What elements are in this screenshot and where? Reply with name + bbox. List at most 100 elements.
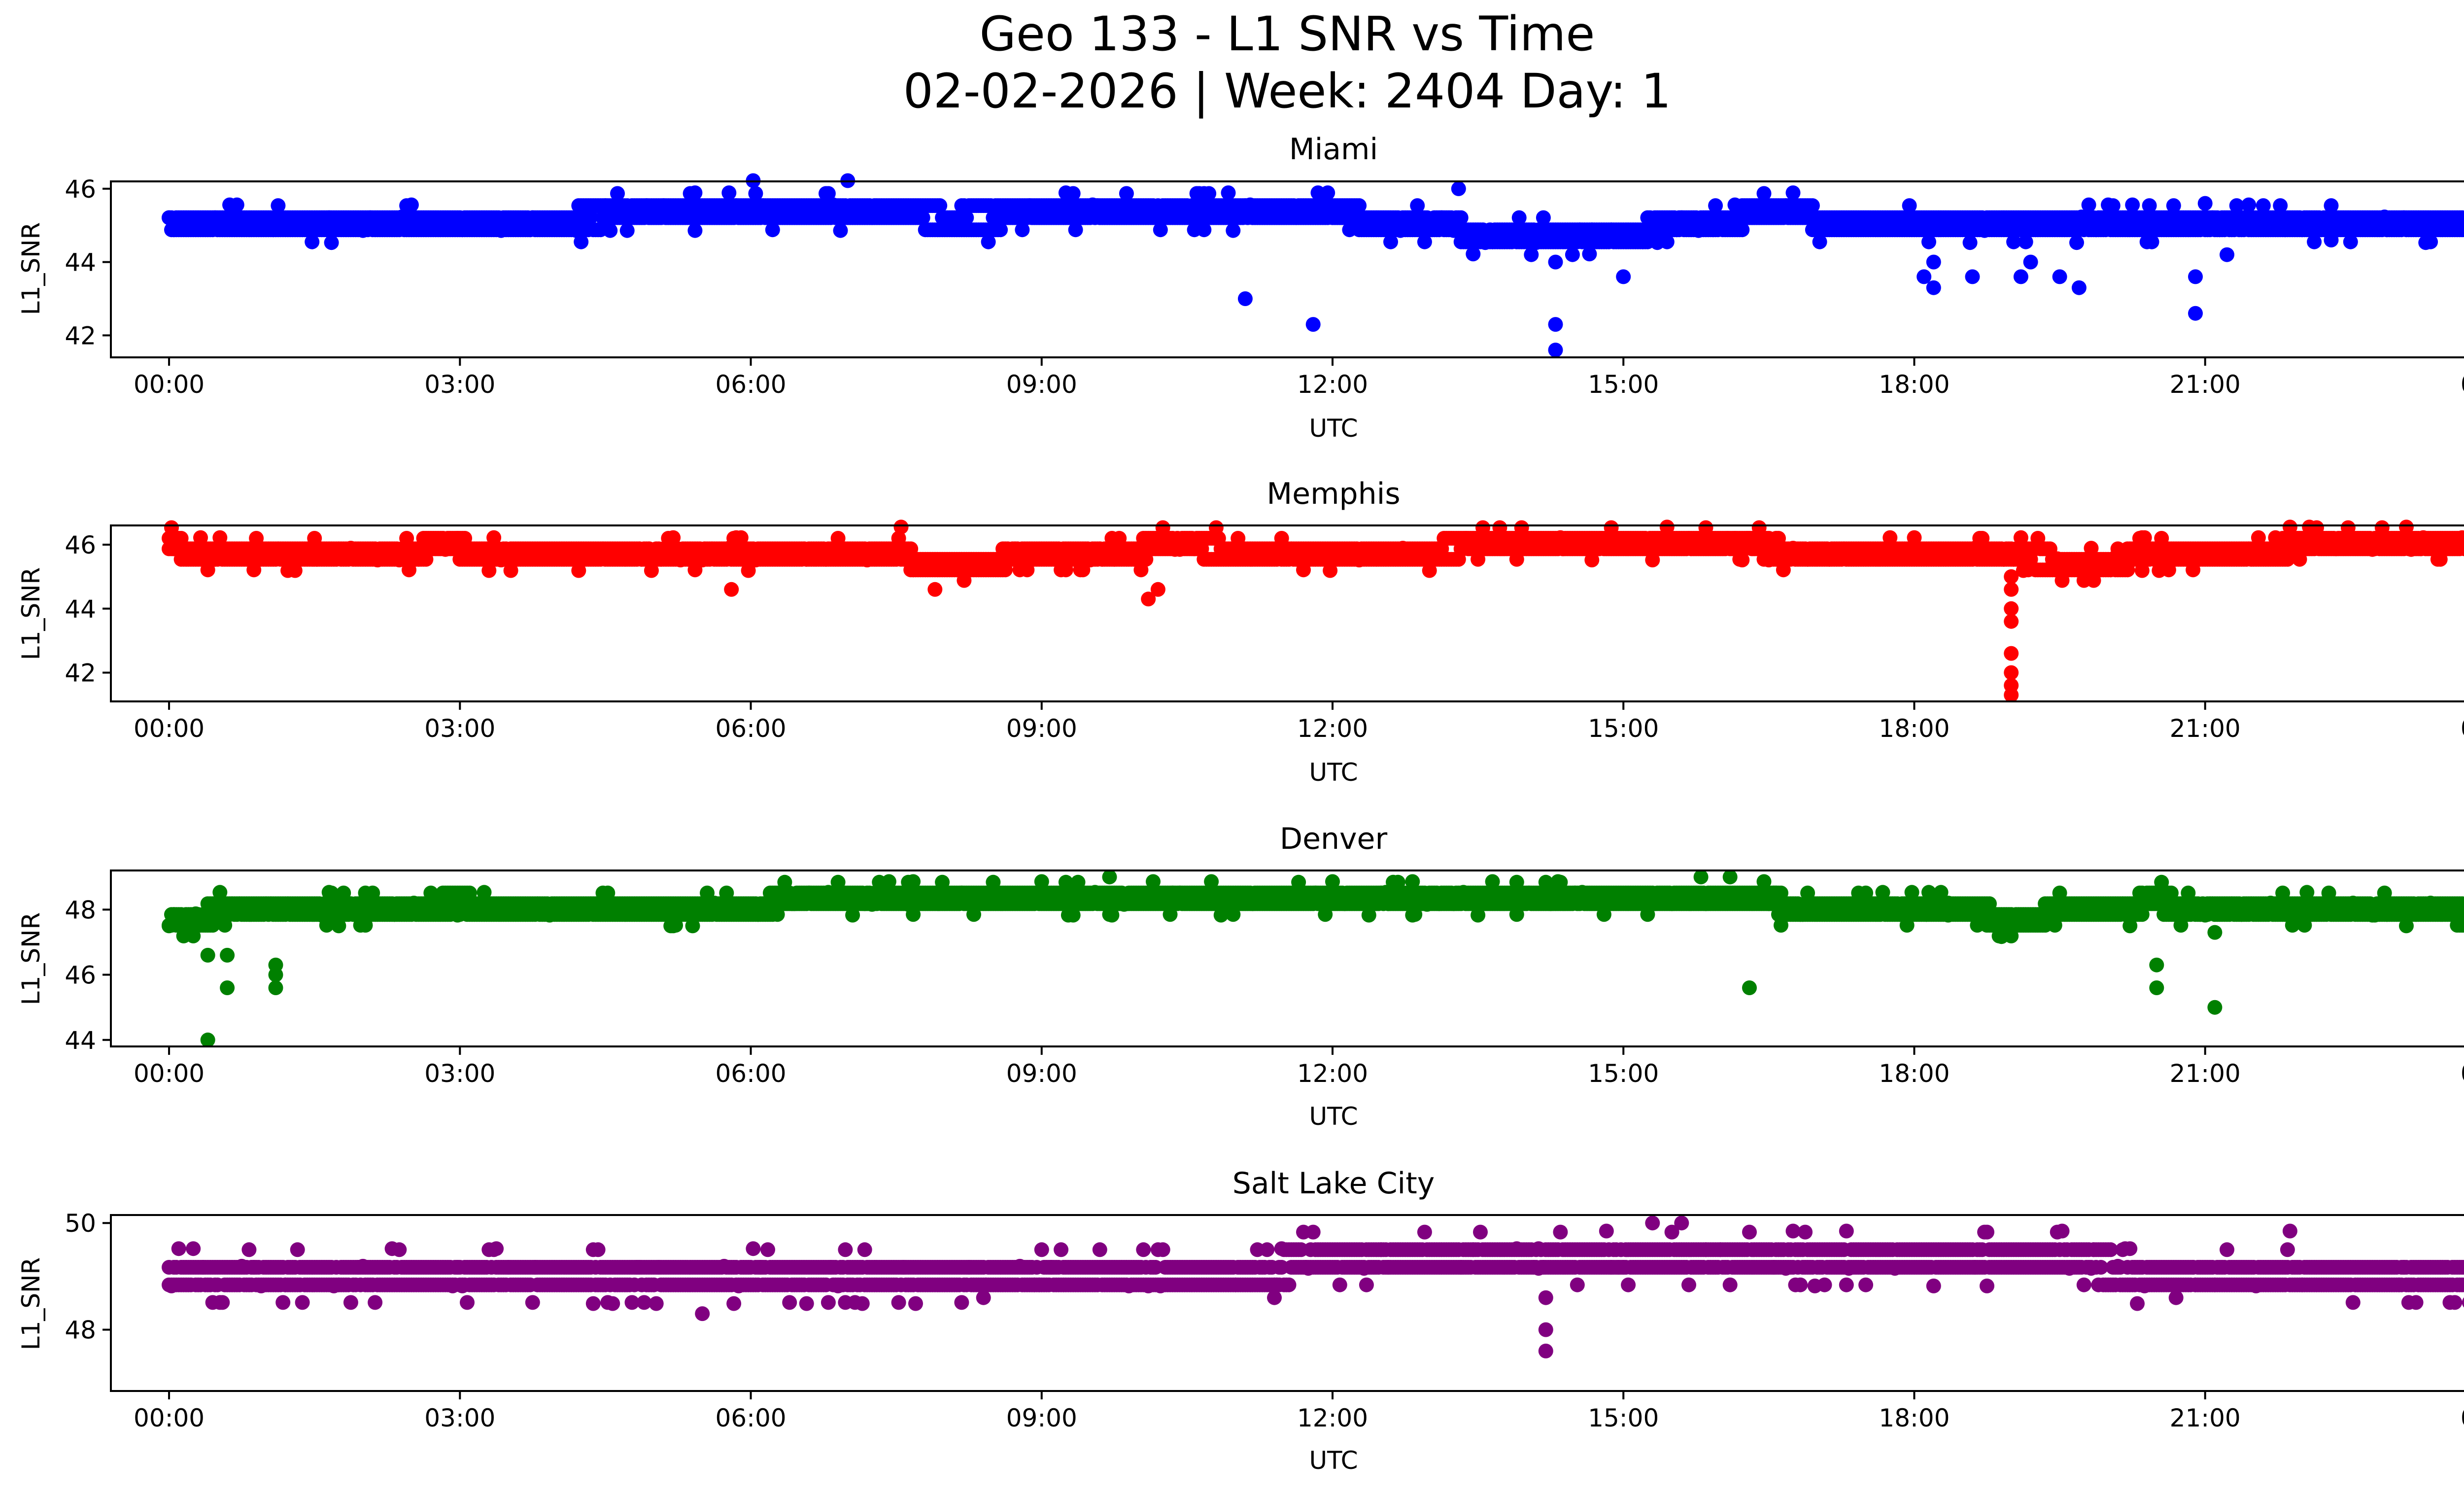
y-tick-label: 44 <box>65 248 96 277</box>
data-point <box>271 198 286 213</box>
data-point <box>2273 198 2288 213</box>
data-point <box>1921 234 1936 249</box>
data-point <box>1785 185 1801 201</box>
data-point <box>1068 222 1083 238</box>
outlier-point <box>1451 181 1466 196</box>
data-point <box>981 234 996 249</box>
outlier-point <box>1926 280 1941 295</box>
scatter-points <box>162 173 2464 358</box>
data-point <box>2105 198 2121 213</box>
outlier-point <box>2324 233 2339 247</box>
x-tick-label: 21:00 <box>2170 714 2241 743</box>
data-point <box>2018 234 2033 249</box>
data-point <box>2423 234 2438 249</box>
x-tick-label: 06:00 <box>715 714 786 743</box>
y-axis-label: L1_SNR <box>17 222 45 315</box>
x-axis-label: UTC <box>1309 1102 1358 1131</box>
data-point <box>1466 246 1481 262</box>
data-point <box>1708 198 1723 213</box>
outlier-point <box>1548 343 1563 358</box>
data-point <box>1735 222 1750 238</box>
data-point <box>959 210 974 225</box>
x-axis-label: UTC <box>1309 758 1358 787</box>
data-point <box>2125 197 2140 212</box>
x-tick-label: 00:00 <box>134 370 205 399</box>
data-point <box>1659 234 1675 249</box>
data-point <box>574 234 589 249</box>
data-point <box>833 223 848 238</box>
y-tick-label: 46 <box>65 531 96 559</box>
data-point <box>404 197 419 212</box>
data-point <box>1812 234 1827 249</box>
x-tick-label: 21:00 <box>2170 370 2241 399</box>
data-point <box>932 198 948 213</box>
data-point <box>1524 247 1539 262</box>
outlier-point <box>2004 601 2019 616</box>
x-tick-label: 15:00 <box>1588 714 1659 743</box>
outlier-point <box>2004 665 2019 680</box>
data-point <box>765 222 780 238</box>
outlier-point <box>1548 317 1563 332</box>
subplot-title: Denver <box>1280 822 1388 856</box>
outlier-point <box>2052 269 2067 284</box>
outlier-point <box>724 582 739 597</box>
outlier-point <box>2071 280 2087 295</box>
subplot-title: Memphis <box>1266 477 1400 511</box>
data-point <box>2462 212 2464 223</box>
x-tick-label: 00:00 <box>134 714 205 743</box>
data-point <box>1201 186 1217 201</box>
outlier-point <box>2004 646 2019 661</box>
outlier-point <box>1926 254 1941 270</box>
x-tick-label: 18:00 <box>1879 714 1950 743</box>
data-point <box>2081 197 2096 212</box>
x-tick-label: 09:00 <box>1006 370 1077 399</box>
outlier-point <box>1150 582 1165 597</box>
outlier-point <box>1548 254 1563 270</box>
data-point <box>2229 198 2244 213</box>
subplot-miami: Miami UTC L1_SNR 00:00 03:00 06:00 09:00 12:… <box>17 132 2464 443</box>
data-point <box>1153 222 1168 238</box>
x-tick-label: 03:00 <box>424 714 495 743</box>
data-point <box>1015 222 1030 238</box>
data-point <box>1119 186 1134 201</box>
x-tick-label: 18:00 <box>1879 370 1950 399</box>
outlier-point <box>2004 582 2019 597</box>
data-point <box>1221 185 1236 201</box>
x-tick-label: 06:00 <box>715 370 786 399</box>
y-tick-label: 42 <box>65 659 96 688</box>
data-point <box>1902 198 1917 213</box>
data-point <box>1805 198 1820 213</box>
data-point <box>2142 198 2157 213</box>
axis-ticks: 00:00 03:00 06:00 09:00 12:00 15:00 18:00 21:00… <box>65 175 2464 399</box>
data-point <box>287 563 303 578</box>
data-point <box>610 186 625 201</box>
data-point <box>821 186 836 201</box>
data-point <box>1197 222 1212 238</box>
y-tick-label: 46 <box>65 175 96 204</box>
data-point <box>324 235 339 250</box>
outlier-point <box>2013 269 2028 284</box>
data-point <box>2006 234 2021 249</box>
subplot-memphis: Memphis UTC L1_SNR 00:00 03:00 06:00 09:00 1… <box>17 477 2464 787</box>
outlier-point <box>927 582 943 597</box>
data-point <box>1582 246 1597 262</box>
outlier-point <box>2197 196 2213 211</box>
data-point <box>915 210 930 225</box>
data-point <box>1226 223 1241 238</box>
data-point <box>687 185 703 201</box>
outlier-point <box>1965 269 1980 284</box>
data-point <box>193 530 208 545</box>
data-point <box>893 520 909 535</box>
x-tick-label: 12:00 <box>1297 714 1368 743</box>
y-tick-label: 44 <box>65 595 96 624</box>
plot-frame <box>110 180 2464 358</box>
figure-title-line2: 02-02-2026 | Week: 2404 Day: 1 <box>903 64 1672 119</box>
y-axis-label: L1_SNR <box>17 912 45 1006</box>
outlier-point <box>2004 569 2019 584</box>
data-point <box>687 223 703 238</box>
data-point <box>2166 198 2181 213</box>
data-point <box>2256 198 2271 213</box>
data-point <box>993 222 1008 238</box>
outlier-point <box>1916 269 1932 284</box>
